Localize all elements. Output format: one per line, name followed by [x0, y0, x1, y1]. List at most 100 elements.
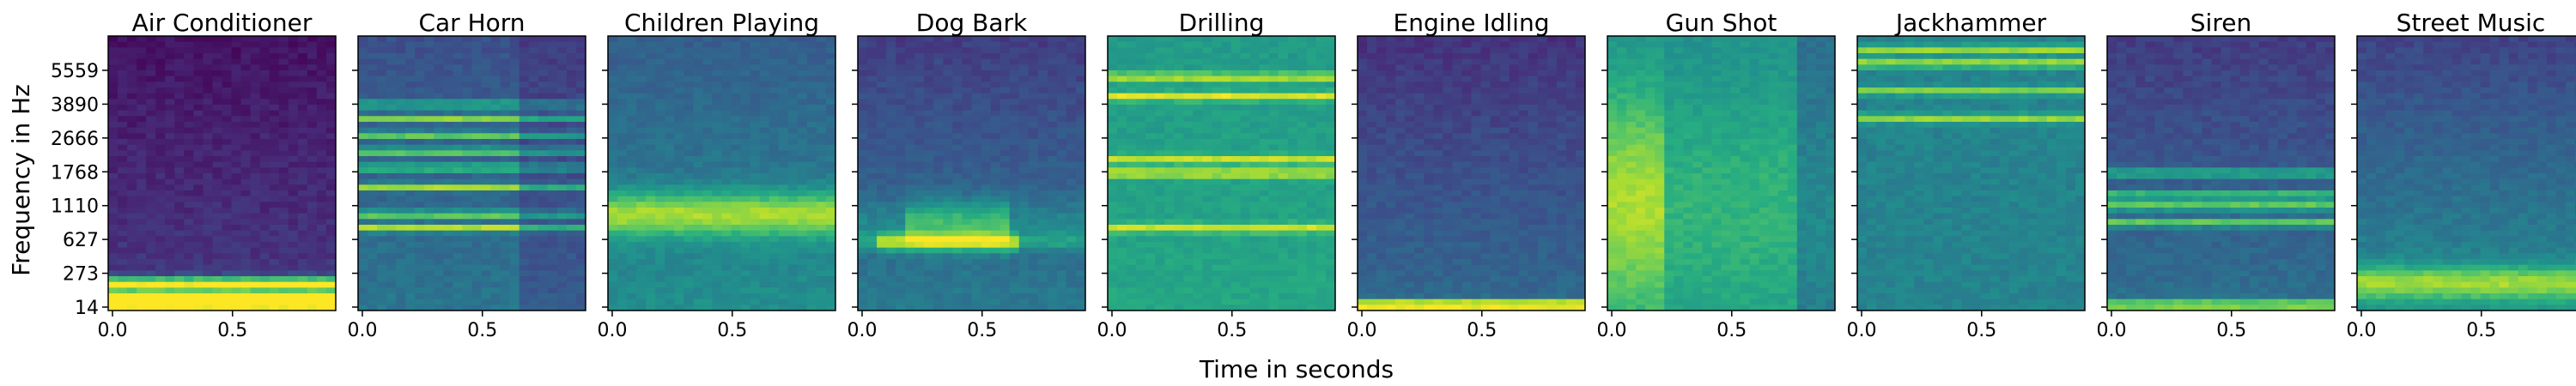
heatmap-cell	[646, 305, 656, 311]
heatmap-cell	[547, 99, 558, 106]
heatmap-cell	[806, 105, 817, 112]
heatmap-cell	[806, 93, 817, 100]
heatmap-cell	[1075, 287, 1085, 294]
heatmap-cell	[165, 58, 175, 65]
heatmap-cell	[368, 287, 378, 294]
heatmap-cell	[108, 36, 118, 43]
heatmap-cell	[797, 127, 808, 134]
heatmap-cell	[165, 270, 175, 277]
heatmap-cell	[740, 305, 751, 311]
heatmap-cell	[759, 116, 770, 123]
heatmap-cell	[877, 53, 887, 60]
heatmap-cell	[453, 105, 464, 112]
heatmap-cell	[471, 75, 483, 82]
heatmap-cell	[1287, 47, 1298, 54]
heatmap-cell	[924, 167, 934, 174]
heatmap-cell	[1037, 190, 1048, 197]
heatmap-cell	[1268, 87, 1279, 94]
heatmap-cell	[269, 287, 280, 294]
heatmap-cell	[1306, 53, 1317, 60]
heatmap-cell	[471, 253, 483, 260]
heatmap-cell	[627, 93, 637, 100]
heatmap-cell	[825, 190, 835, 197]
heatmap-cell	[1297, 47, 1308, 54]
heatmap-cell	[712, 236, 723, 243]
heatmap-cell	[377, 93, 387, 100]
heatmap-cell	[1009, 190, 1020, 197]
heatmap-cell	[646, 287, 656, 294]
heatmap-cell	[1240, 81, 1251, 88]
heatmap-cell	[566, 105, 577, 112]
heatmap-cell	[377, 70, 387, 77]
heatmap-cell	[307, 161, 318, 168]
heatmap-cell	[797, 247, 808, 254]
heatmap-cell	[750, 173, 761, 180]
heatmap-cell	[231, 219, 242, 226]
heatmap-cell	[556, 99, 568, 106]
heatmap-cell	[636, 47, 647, 54]
heatmap-cell	[231, 299, 242, 305]
heatmap-cell	[434, 156, 444, 163]
heatmap-cell	[1047, 247, 1058, 254]
heatmap-cell	[886, 236, 896, 243]
heatmap-cell	[702, 270, 714, 277]
heatmap-cell	[155, 122, 166, 129]
heatmap-cell	[1028, 58, 1039, 65]
heatmap-cell	[825, 305, 835, 311]
heatmap-cell	[566, 264, 577, 271]
heatmap-cell	[674, 41, 684, 48]
heatmap-cell	[118, 150, 128, 157]
heatmap-cell	[566, 36, 577, 43]
heatmap-cell	[500, 36, 511, 43]
heatmap-cell	[674, 247, 684, 254]
heatmap-cell	[184, 99, 194, 106]
heatmap-cell	[174, 81, 185, 88]
heatmap-cell	[655, 41, 665, 48]
heatmap-cell	[627, 264, 637, 271]
heatmap-cell	[990, 122, 1001, 129]
heatmap-cell	[877, 190, 887, 197]
heatmap-cell	[424, 305, 434, 311]
panel-frame	[857, 35, 1086, 311]
heatmap-cell	[278, 213, 289, 220]
heatmap-cell	[617, 64, 628, 71]
heatmap-cell	[636, 202, 647, 208]
heatmap-cell	[127, 139, 137, 146]
heatmap-cell	[858, 156, 868, 163]
heatmap-cell	[231, 53, 242, 60]
heatmap-cell	[396, 99, 406, 106]
heatmap-cell	[1325, 47, 1335, 54]
heatmap-cell	[816, 41, 827, 48]
heatmap-cell	[617, 281, 628, 288]
heatmap-cell	[240, 75, 252, 82]
heatmap-cell	[434, 173, 444, 180]
heatmap-cell	[990, 213, 1001, 220]
heatmap-cell	[368, 259, 378, 266]
heatmap-cell	[316, 41, 327, 48]
heatmap-cell	[806, 116, 817, 123]
heatmap-cell	[358, 219, 368, 226]
heatmap-cell	[636, 58, 647, 65]
heatmap-cell	[867, 93, 878, 100]
heatmap-cell	[1018, 293, 1030, 300]
heatmap-cell	[490, 190, 501, 197]
heatmap-cell	[617, 178, 628, 185]
heatmap-cell	[1056, 230, 1067, 237]
heatmap-cell	[443, 281, 454, 288]
heatmap-cell	[1018, 167, 1030, 174]
heatmap-cell	[952, 236, 963, 243]
heatmap-cell	[896, 167, 906, 174]
heatmap-cell	[731, 87, 742, 94]
heatmap-cell	[731, 75, 742, 82]
heatmap-cell	[509, 264, 520, 271]
heatmap-cell	[825, 287, 835, 294]
heatmap-cell	[278, 264, 289, 271]
heatmap-cell	[646, 116, 656, 123]
heatmap-cell	[500, 156, 511, 163]
heatmap-cell	[877, 139, 887, 146]
heatmap-cell	[914, 41, 925, 48]
heatmap-cell	[627, 173, 637, 180]
heatmap-cell	[269, 253, 280, 260]
heatmap-cell	[702, 242, 714, 249]
heatmap-cell	[519, 64, 530, 71]
